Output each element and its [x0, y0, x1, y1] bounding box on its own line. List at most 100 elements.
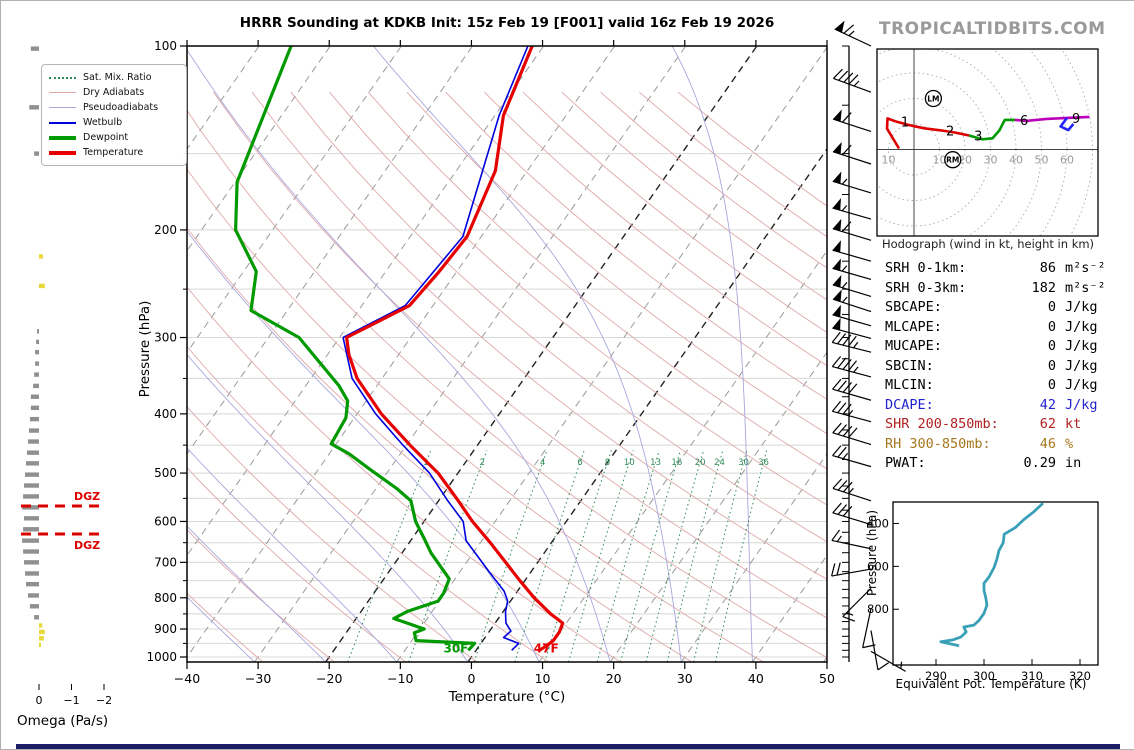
wind-barb: [870, 630, 890, 671]
stats-row: SHR 200-850mb: 62 kt: [885, 416, 1082, 432]
svg-text:20: 20: [606, 671, 622, 686]
svg-text:290: 290: [925, 669, 947, 683]
stats-row: SBCIN: 0 J/kg: [885, 357, 1098, 374]
wind-barb: [832, 258, 872, 280]
legend-label: Sat. Mix. Ratio: [83, 72, 152, 83]
wind-barb: [832, 502, 872, 526]
legend-label: Dewpoint: [83, 132, 129, 143]
legend-item: Dewpoint: [49, 130, 178, 145]
svg-text:10: 10: [933, 154, 947, 167]
omega-axis-title: Omega (Pa/s): [17, 713, 109, 729]
wind-barb: [842, 587, 872, 622]
wind-barb-column: [831, 20, 906, 672]
legend-box: Sat. Mix. Ratio Dry Adiabats Pseudoadiab…: [41, 64, 187, 166]
svg-text:2: 2: [946, 124, 954, 139]
svg-text:30F: 30F: [443, 642, 468, 656]
svg-text:LM: LM: [927, 95, 939, 104]
wind-barb: [831, 356, 872, 378]
svg-text:700: 700: [154, 555, 177, 569]
svg-text:10: 10: [624, 458, 635, 468]
stats-row: SBCAPE: 0 J/kg: [885, 299, 1098, 315]
svg-text:320: 320: [1069, 669, 1091, 683]
svg-text:800: 800: [154, 591, 177, 605]
svg-text:−30: −30: [245, 671, 271, 686]
svg-text:900: 900: [154, 622, 177, 636]
wind-barb: [832, 68, 872, 93]
stats-row: SRH 0-1km: 86 m²s⁻²: [885, 260, 1106, 276]
legend-label: Pseudoadiabats: [83, 102, 159, 113]
stats-row: DCAPE: 42 J/kg: [885, 396, 1098, 413]
hodograph-caption: Hodograph (wind in kt, height in km): [881, 237, 1095, 251]
thetae-curve: [939, 502, 1044, 648]
stats-row: PWAT: 0.29 in: [885, 455, 1082, 471]
watermark: TROPICALTIDBITS.COM: [879, 19, 1106, 39]
wind-barb: [832, 422, 872, 446]
svg-text:6: 6: [1020, 114, 1028, 129]
bottom-bar: [16, 744, 1120, 749]
svg-text:−20: −20: [316, 671, 342, 686]
dewpoint-curve: [234, 46, 477, 652]
page-title: HRRR Sounding at KDKB Init: 15z Feb 19 […: [239, 15, 775, 31]
wind-barb: [831, 562, 872, 577]
wind-barb: [832, 109, 872, 133]
svg-text:4: 4: [540, 458, 545, 468]
thetae-pressure-axis-title: Pressure (hPa): [865, 509, 879, 597]
svg-text:50: 50: [1035, 154, 1049, 167]
svg-text:400: 400: [154, 407, 177, 421]
svg-text:300: 300: [973, 669, 995, 683]
dewpoint-line-sample: [49, 135, 76, 140]
svg-text:20: 20: [695, 458, 706, 468]
svg-text:24: 24: [714, 458, 725, 468]
legend-label: Dry Adiabats: [83, 87, 145, 98]
legend-item: Wetbulb: [49, 115, 178, 130]
legend-item: Sat. Mix. Ratio: [49, 70, 178, 85]
svg-text:30: 30: [984, 154, 998, 167]
svg-text:30: 30: [738, 458, 749, 468]
hodograph: 10 10 20 30 40 50 60 1 2 3 6 9 LM RM: [876, 48, 1099, 237]
svg-text:20: 20: [958, 154, 972, 167]
svg-text:DGZ: DGZ: [74, 539, 100, 552]
legend-label: Wetbulb: [83, 117, 123, 128]
wetbulb-curve: [342, 46, 529, 651]
wind-barb: [832, 198, 872, 220]
svg-text:100: 100: [154, 39, 177, 53]
svg-text:0: 0: [36, 694, 43, 707]
wind-barb: [832, 317, 872, 339]
svg-text:400: 400: [867, 516, 889, 530]
temperature-curve: [345, 46, 565, 652]
wind-barb: [831, 529, 872, 550]
temperature-line-sample: [49, 150, 76, 155]
thetae-panel: 400 600 800 290 300 310 320: [867, 501, 1099, 683]
svg-text:9: 9: [1072, 112, 1080, 127]
hodograph-trace-3-6km: [968, 118, 1015, 141]
svg-text:13: 13: [650, 458, 661, 468]
svg-text:−1: −1: [63, 694, 79, 707]
svg-text:200: 200: [154, 223, 177, 237]
svg-text:RM: RM: [946, 156, 959, 165]
svg-text:16: 16: [671, 458, 682, 468]
wind-barb: [832, 274, 872, 298]
wind-barb: [831, 400, 872, 423]
svg-text:10: 10: [882, 154, 896, 167]
hodograph-trace-1-3km: [895, 120, 970, 137]
omega-panel: DGZ DGZ 0 −1 −2: [21, 46, 112, 707]
svg-text:800: 800: [867, 602, 889, 616]
svg-text:10: 10: [535, 671, 551, 686]
svg-text:47F: 47F: [534, 642, 559, 656]
svg-text:500: 500: [154, 466, 177, 480]
stats-row: MUCAPE: 0 J/kg: [885, 338, 1098, 354]
stats-row: SRH 0-3km: 182 m²s⁻²: [885, 279, 1106, 296]
svg-text:−40: −40: [174, 671, 200, 686]
wind-barb: [832, 171, 872, 194]
svg-text:0: 0: [467, 671, 475, 686]
legend-item: Temperature: [49, 145, 178, 160]
svg-text:310: 310: [1021, 669, 1043, 683]
stats-row: RH 300-850mb: 46%: [885, 435, 1074, 452]
svg-text:8: 8: [605, 458, 610, 468]
dry-adiabat-line-sample: [49, 92, 76, 93]
svg-text:−10: −10: [387, 671, 413, 686]
sounding-curves: [234, 46, 565, 652]
